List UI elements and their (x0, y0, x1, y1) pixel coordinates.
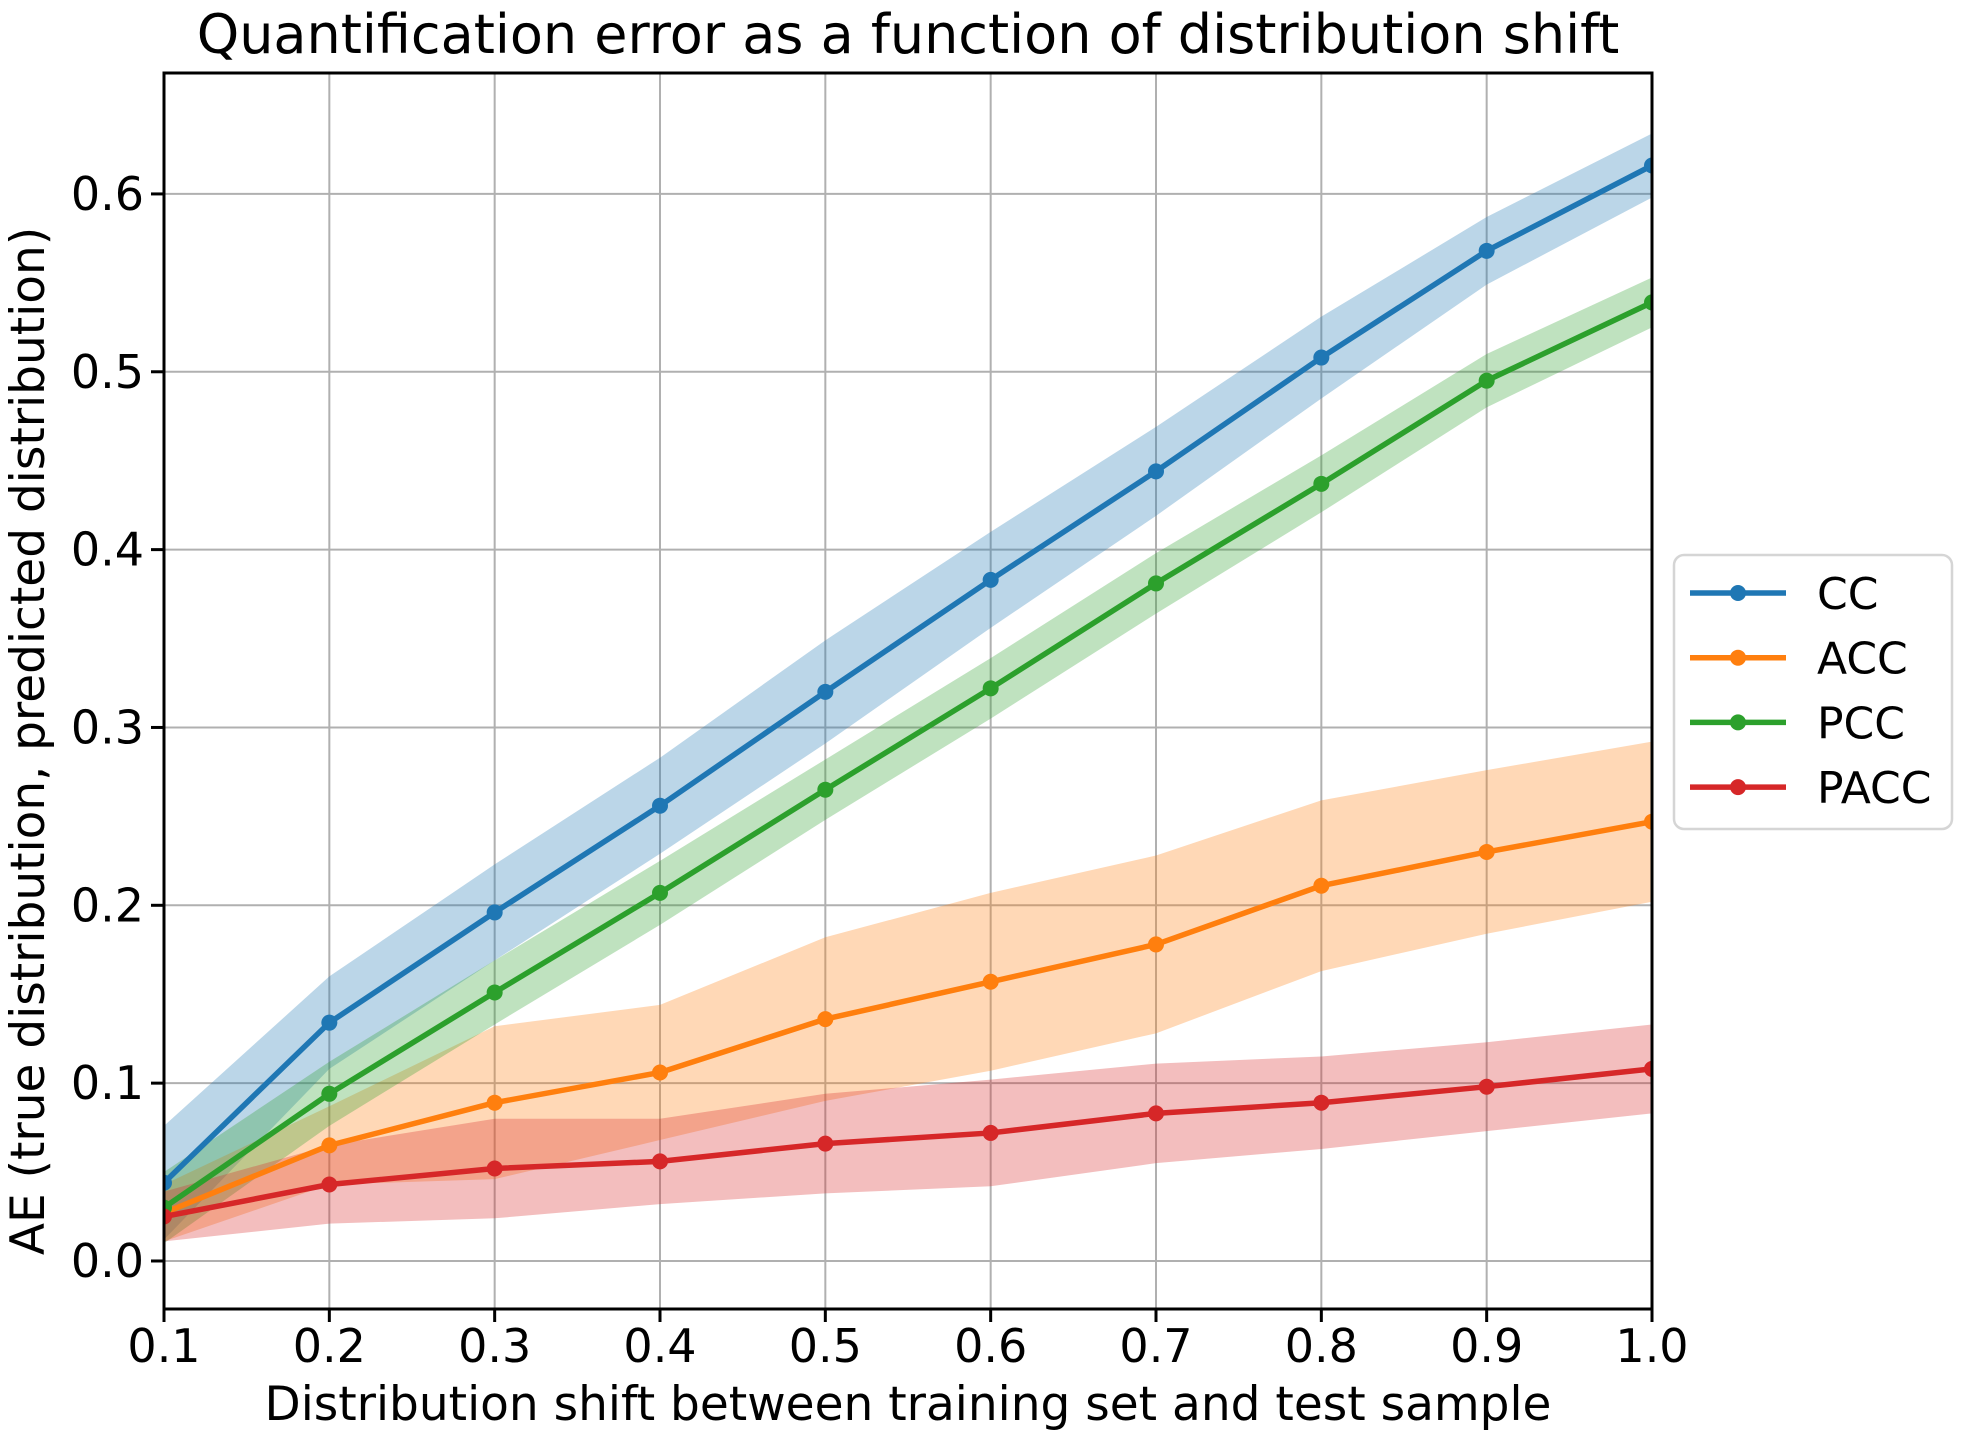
x-tick-label: 0.5 (789, 1319, 862, 1373)
series-marker-pacc (1313, 1094, 1330, 1111)
x-tick-label: 0.1 (127, 1319, 200, 1373)
series-marker-pacc (164, 1208, 172, 1225)
series-line-layer (164, 157, 1652, 1225)
y-tick-label: 0.4 (71, 523, 144, 577)
legend-item-pacc: PACC (1690, 763, 1932, 814)
series-marker-acc (1644, 813, 1652, 830)
series-band-cc (164, 133, 1652, 1240)
series-marker-pacc (1478, 1078, 1495, 1095)
series-marker-pcc (982, 680, 999, 697)
chart-title: Quantification error as a function of di… (197, 3, 1620, 66)
legend-item-cc: CC (1690, 569, 1878, 620)
series-band-acc (164, 741, 1652, 1242)
series-marker-pacc (1148, 1105, 1164, 1122)
series-band-pacc (164, 1024, 1652, 1242)
series-marker-acc (652, 1064, 668, 1081)
series-line-cc (164, 163, 1652, 1185)
x-tick-label: 1.0 (1615, 1319, 1688, 1373)
series-marker-acc (1478, 843, 1495, 860)
x-tick-label: 0.9 (1450, 1319, 1523, 1373)
legend-box (1672, 553, 1954, 831)
series-marker-cc (486, 904, 503, 921)
y-tick-label: 0.1 (71, 1056, 144, 1110)
confidence-band-layer (164, 133, 1652, 1244)
y-axis-label: AE (true distribution, predicted distrib… (1, 227, 56, 1255)
plot-border (162, 71, 1654, 1311)
x-tick-label: 0.3 (458, 1319, 531, 1373)
series-marker-cc (817, 683, 834, 700)
legend-label-pacc: PACC (1817, 763, 1932, 814)
series-marker-pacc (652, 1153, 668, 1170)
series-marker-pacc (817, 1135, 834, 1152)
legend-label-acc: ACC (1817, 634, 1908, 685)
legend-marker-pacc (1730, 779, 1746, 796)
series-marker-pcc (1313, 475, 1330, 492)
y-tick-label: 0.3 (71, 700, 144, 754)
series-marker-pcc (486, 984, 503, 1001)
legend-marker-cc (1730, 585, 1746, 601)
x-axis-label: Distribution shift between training set … (265, 1377, 1552, 1432)
legend-marker-pcc (1730, 714, 1746, 731)
legend-label-pcc: PCC (1817, 698, 1905, 749)
x-tick-label: 0.7 (1119, 1319, 1192, 1373)
legend: CC ACC PCC PACC (1672, 553, 1954, 831)
tick-layer: 0.1 0.2 0.3 0.4 0.5 0.6 0.7 0.8 0.9 1.0 0.0 0.1 0.2 0… (71, 167, 1689, 1373)
series-marker-acc (1313, 877, 1330, 894)
x-tick-label: 0.6 (954, 1319, 1027, 1373)
legend-item-pcc: PCC (1690, 698, 1905, 749)
y-tick-label: 0.2 (71, 878, 144, 932)
series-marker-cc (1644, 157, 1652, 174)
series-line-pacc (164, 1066, 1652, 1220)
series-marker-cc (652, 797, 668, 814)
y-tick-label: 0.6 (71, 167, 144, 221)
series-marker-cc (164, 1174, 172, 1191)
x-tick-label: 0.2 (293, 1319, 366, 1373)
series-marker-acc (1148, 936, 1164, 953)
legend-label-cc: CC (1817, 569, 1878, 620)
series-marker-cc (982, 571, 999, 588)
series-marker-pcc (817, 781, 834, 798)
series-marker-pacc (321, 1176, 338, 1193)
series-marker-cc (1148, 463, 1164, 480)
series-marker-cc (1313, 349, 1330, 366)
series-marker-pacc (1644, 1060, 1652, 1077)
legend-marker-acc (1730, 649, 1746, 666)
series-marker-cc (321, 1014, 338, 1031)
series-marker-pacc (982, 1124, 999, 1141)
x-tick-label: 0.4 (623, 1319, 696, 1373)
y-tick-label: 0.5 (71, 345, 144, 399)
series-marker-acc (982, 973, 999, 990)
series-marker-acc (486, 1094, 503, 1111)
x-tick-label: 0.8 (1285, 1319, 1358, 1373)
legend-item-acc: ACC (1690, 634, 1908, 685)
series-marker-pcc (652, 884, 668, 901)
series-marker-pcc (1148, 575, 1164, 592)
series-marker-pcc (1478, 372, 1495, 389)
series-line-acc (164, 819, 1652, 1216)
series-marker-pcc (321, 1085, 338, 1102)
series-marker-pacc (486, 1160, 503, 1177)
series-marker-pcc (1644, 294, 1652, 311)
series-marker-acc (321, 1137, 338, 1154)
series-band-pcc (164, 277, 1652, 1244)
y-tick-label: 0.0 (71, 1234, 144, 1288)
series-marker-acc (817, 1011, 834, 1028)
series-marker-cc (1478, 242, 1495, 259)
series-line-pcc (164, 299, 1652, 1210)
